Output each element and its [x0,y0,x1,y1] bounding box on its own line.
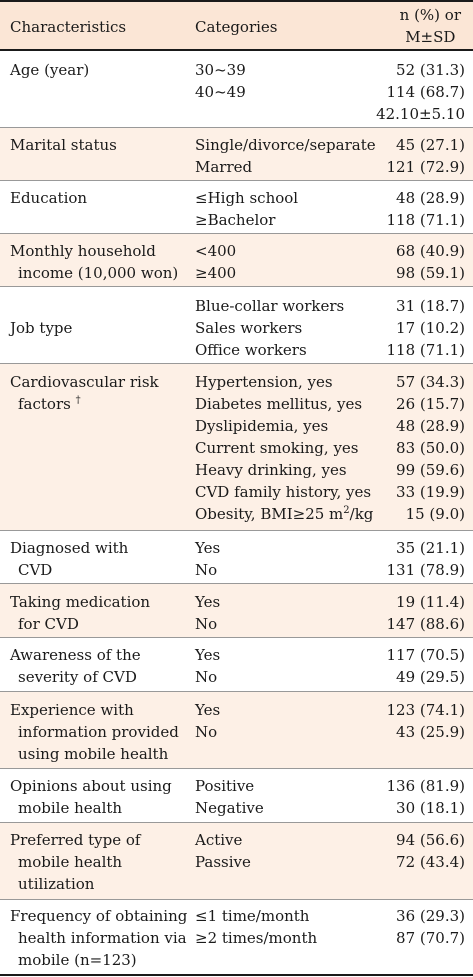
row-divider [0,822,473,823]
row-categories: Yes No [195,646,221,686]
row-categories: ≤1 time/month ≥2 times/month [195,907,318,947]
table-row: Marital status Single/divorce/separate M… [0,128,473,180]
row-values: 68 (40.9) 98 (59.1) [396,242,465,282]
row-values: 57 (34.3) 26 (15.7) 48 (28.9) 83 (50.0) … [396,373,465,523]
table-row: Experience with information provided usi… [0,692,473,768]
row-categories: Active Passive [195,831,251,871]
row-divider [0,127,473,128]
row-label: Preferred type of mobile health utilizat… [10,831,141,893]
table-row: Job type Blue-collar workers Sales worke… [0,287,473,363]
row-categories: ≤High school ≥Bachelor [195,189,299,229]
header-categories: Categories [195,18,278,36]
row-label: Opinions about using mobile health [10,777,172,817]
row-divider [0,233,473,234]
row-divider [0,363,473,364]
row-values: 35 (21.1) 131 (78.9) [386,539,465,579]
header-characteristics: Characteristics [10,18,127,36]
table-top-rule [0,0,473,2]
row-label: Education [10,189,88,207]
table-bottom-rule [0,974,473,976]
table-row: Age (year) 30~39 40~49 52 (31.3) 114 (68… [0,51,473,127]
row-divider [0,583,473,584]
row-label: Diagnosed with CVD [10,539,129,579]
table-row: Taking medication for CVD Yes No 19 (11.… [0,584,473,637]
row-divider [0,899,473,900]
row-values: 45 (27.1) 121 (72.9) [386,136,465,176]
table-row: Cardiovascular risk factors † Hypertensi… [0,364,473,530]
row-values: 19 (11.4) 147 (88.6) [386,593,465,633]
row-divider [0,637,473,638]
row-values: 48 (28.9) 118 (71.1) [386,189,465,229]
dagger-footnote-mark: † [75,395,81,406]
table-header: Characteristics Categories n (%) or M±SD [0,2,473,49]
row-values: 52 (31.3) 114 (68.7) 42.10±5.10 [376,61,465,123]
header-value-line2: M±SD [405,28,456,46]
row-label: Experience with information provided usi… [10,701,179,763]
header-value: n (%) or M±SD [400,4,461,48]
header-value-line1: n (%) or [399,6,461,24]
row-label: Age (year) [10,61,90,79]
row-divider [0,180,473,181]
row-values: 36 (29.3) 87 (70.7) [396,907,465,947]
row-label: Monthly household income (10,000 won) [10,242,179,282]
row-values: 94 (56.6) 72 (43.4) [396,831,465,871]
header-bottom-rule [0,49,473,51]
row-values: 123 (74.1) 43 (25.9) [386,701,465,741]
row-divider [0,691,473,692]
row-label: Frequency of obtaining health informatio… [10,907,188,969]
row-values: 136 (81.9) 30 (18.1) [386,777,465,817]
row-categories: Yes No [195,701,221,741]
table-row: Awareness of the severity of CVD Yes No … [0,638,473,691]
row-label: Cardiovascular risk factors † [10,373,159,413]
row-values: 31 (18.7) 17 (10.2) 118 (71.1) [386,297,465,359]
table-row: Education ≤High school ≥Bachelor 48 (28.… [0,181,473,233]
row-categories: 30~39 40~49 [195,61,246,101]
row-categories: Yes No [195,593,221,633]
table-row: Opinions about using mobile health Posit… [0,769,473,822]
row-divider [0,530,473,531]
row-categories: Blue-collar workers Sales workers Office… [195,297,345,359]
table-row: Diagnosed with CVD Yes No 35 (21.1) 131 … [0,531,473,583]
row-categories: Single/divorce/separate Marred [195,136,376,176]
row-label: Taking medication for CVD [10,593,151,633]
table-row: Preferred type of mobile health utilizat… [0,823,473,899]
row-values: 117 (70.5) 49 (29.5) [386,646,465,686]
table-row: Monthly household income (10,000 won) <4… [0,234,473,286]
row-categories: <400 ≥400 [195,242,237,282]
row-categories: Positive Negative [195,777,264,817]
row-label: Awareness of the severity of CVD [10,646,141,686]
row-divider [0,286,473,287]
row-divider [0,768,473,769]
row-categories: Hypertension, yes Diabetes mellitus, yes… [195,373,374,523]
row-label: Job type [10,319,73,337]
row-categories: Yes No [195,539,221,579]
row-label: Marital status [10,136,117,154]
table-row: Frequency of obtaining health informatio… [0,900,473,974]
